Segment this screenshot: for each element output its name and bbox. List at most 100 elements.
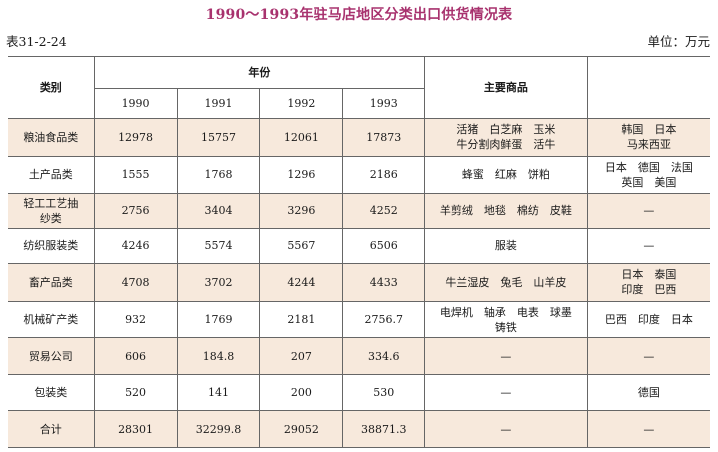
market-line: —: [643, 349, 655, 363]
market-line: —: [643, 204, 655, 218]
cell-main-goods: 羊剪绒 地毯 棉纺 皮鞋: [424, 193, 588, 229]
cell-value: 5574: [176, 227, 261, 265]
market-line: 日本 德国 法国: [604, 160, 693, 174]
cell-value: 334.6: [342, 337, 426, 375]
table-row: 贸易公司 606 184.8 207 334.6 — —: [8, 337, 710, 375]
cell-value: 6506: [342, 227, 426, 265]
goods-line: —: [500, 386, 512, 400]
header-year: 1992: [259, 88, 344, 119]
cell-value: 2186: [342, 155, 426, 195]
cell-main-goods: 蜂蜜 红麻 饼粕: [424, 155, 588, 195]
cell-main-goods: 服装: [424, 227, 588, 265]
row-category: 畜产品类: [8, 263, 95, 302]
header-year: 1993: [342, 88, 425, 119]
cell-markets: —: [586, 193, 710, 229]
row-category: 土产品类: [8, 155, 95, 195]
goods-line: —: [500, 422, 512, 436]
cell-value: 207: [259, 337, 344, 375]
table-row: 纺织服装类 4246 5574 5567 6506 服装 —: [8, 227, 710, 265]
cell-main-goods: —: [424, 373, 588, 412]
cell-value: 141: [176, 373, 261, 412]
goods-line: 铸铁: [494, 320, 517, 334]
table-row: 土产品类 1555 1768 1296 2186 蜂蜜 红麻 饼粕 日本 德国 法国 英国 美…: [8, 155, 710, 195]
header-years-group: 年份: [93, 56, 426, 89]
cell-value: 4433: [342, 263, 426, 302]
market-line: —: [643, 422, 655, 436]
cell-value: 3404: [176, 193, 261, 229]
row-category: 粮油食品类: [8, 118, 95, 157]
cell-main-goods: 电焊机 轴承 电表 球墨 铸铁: [424, 300, 588, 339]
table-row: 机械矿产类 932 1769 2181 2756.7 电焊机 轴承 电表 球墨 铸铁 巴西 印…: [8, 300, 710, 339]
cell-main-goods: —: [424, 337, 588, 375]
cell-value: 4244: [259, 263, 344, 302]
export-supply-table: 类别 年份 主要商品 1990 1991 1992 1993 粮油食品类 1297…: [8, 56, 710, 448]
cell-markets: 韩国 日本 马来西亚: [586, 118, 710, 157]
table-row: 合计 28301 32299.8 29052 38871.3 — —: [8, 410, 710, 448]
market-line: 韩国 日本: [621, 123, 677, 137]
cell-value: 4252: [342, 193, 426, 229]
cell-value: 2756.7: [342, 300, 426, 339]
table-row: 粮油食品类 12978 15757 12061 17873 活猪 白芝麻 玉米 牛分割肉鲜蛋…: [8, 118, 710, 157]
table-row: 轻工工艺抽纱类 2756 3404 3296 4252 羊剪绒 地毯 棉纺 皮鞋 —: [8, 193, 710, 229]
cell-value: 530: [342, 373, 426, 412]
cell-value: 38871.3: [342, 410, 426, 448]
cell-value: 4246: [93, 227, 178, 265]
table-title: 1990～1993年驻马店地区分类出口供货情况表: [205, 7, 513, 23]
cell-value: 15757: [176, 118, 261, 157]
cell-main-goods: —: [424, 410, 588, 448]
table-number: 表31-2-24: [6, 34, 67, 49]
cell-value: 1769: [176, 300, 261, 339]
goods-line: 蜂蜜 红麻 饼粕: [461, 168, 550, 182]
row-category: 合计: [8, 410, 95, 448]
cell-markets: —: [586, 410, 710, 448]
cell-value: 29052: [259, 410, 344, 448]
cell-main-goods: 牛兰湿皮 兔毛 山羊皮: [424, 263, 588, 302]
cell-value: 4708: [93, 263, 178, 302]
table-row: 畜产品类 4708 3702 4244 4433 牛兰湿皮 兔毛 山羊皮 日本 泰国 印度 巴…: [8, 263, 710, 302]
cell-markets: 日本 德国 法国 英国 美国: [586, 155, 710, 195]
goods-line: 牛兰湿皮 兔毛 山羊皮: [445, 275, 567, 289]
cell-markets: 巴西 印度 日本: [586, 300, 710, 339]
cell-value: 12978: [93, 118, 178, 157]
cell-markets: 日本 泰国 印度 巴西: [586, 263, 710, 302]
cell-value: 2756: [93, 193, 178, 229]
cell-value: 28301: [93, 410, 178, 448]
row-category: 包装类: [8, 373, 95, 412]
unit-label: 单位：万元: [647, 34, 710, 49]
header-year: 1991: [176, 88, 261, 119]
goods-line: 羊剪绒 地毯 棉纺 皮鞋: [439, 204, 572, 218]
cell-markets: 德国: [586, 373, 710, 412]
cell-value: 3702: [176, 263, 261, 302]
row-category: 贸易公司: [8, 337, 95, 375]
goods-line: 电焊机 轴承 电表 球墨: [439, 305, 572, 319]
cell-value: 932: [93, 300, 178, 339]
cell-value: 2181: [259, 300, 344, 339]
market-line: 德国: [637, 386, 660, 400]
cell-value: 520: [93, 373, 178, 412]
market-line: 巴西 印度 日本: [604, 313, 693, 326]
market-line: 英国 美国: [621, 175, 677, 189]
cell-value: 1768: [176, 155, 261, 195]
goods-line: 活猪 白芝麻 玉米: [456, 123, 556, 137]
market-line: 马来西亚: [626, 138, 671, 152]
goods-line: 牛分割肉鲜蛋 活牛: [456, 138, 556, 152]
cell-value: 3296: [259, 193, 344, 229]
row-category: 纺织服装类: [8, 227, 95, 265]
market-line: —: [643, 239, 655, 253]
cell-value: 17873: [342, 118, 426, 157]
header-category: 类别: [8, 56, 95, 119]
cell-value: 12061: [259, 118, 344, 157]
row-category: 轻工工艺抽纱类: [8, 193, 95, 229]
row-category: 机械矿产类: [8, 300, 95, 339]
goods-line: —: [500, 349, 512, 363]
cell-value: 184.8: [176, 337, 261, 375]
header-markets: [586, 56, 710, 119]
market-line: 日本 泰国: [621, 268, 677, 282]
cell-markets: —: [586, 337, 710, 375]
table-row: 包装类 520 141 200 530 — 德国: [8, 373, 710, 412]
cell-value: 1296: [259, 155, 344, 195]
cell-value: 1555: [93, 155, 178, 195]
table-body: 粮油食品类 12978 15757 12061 17873 活猪 白芝麻 玉米 牛分割肉鲜蛋…: [8, 118, 710, 448]
header-main-goods: 主要商品: [424, 56, 588, 119]
